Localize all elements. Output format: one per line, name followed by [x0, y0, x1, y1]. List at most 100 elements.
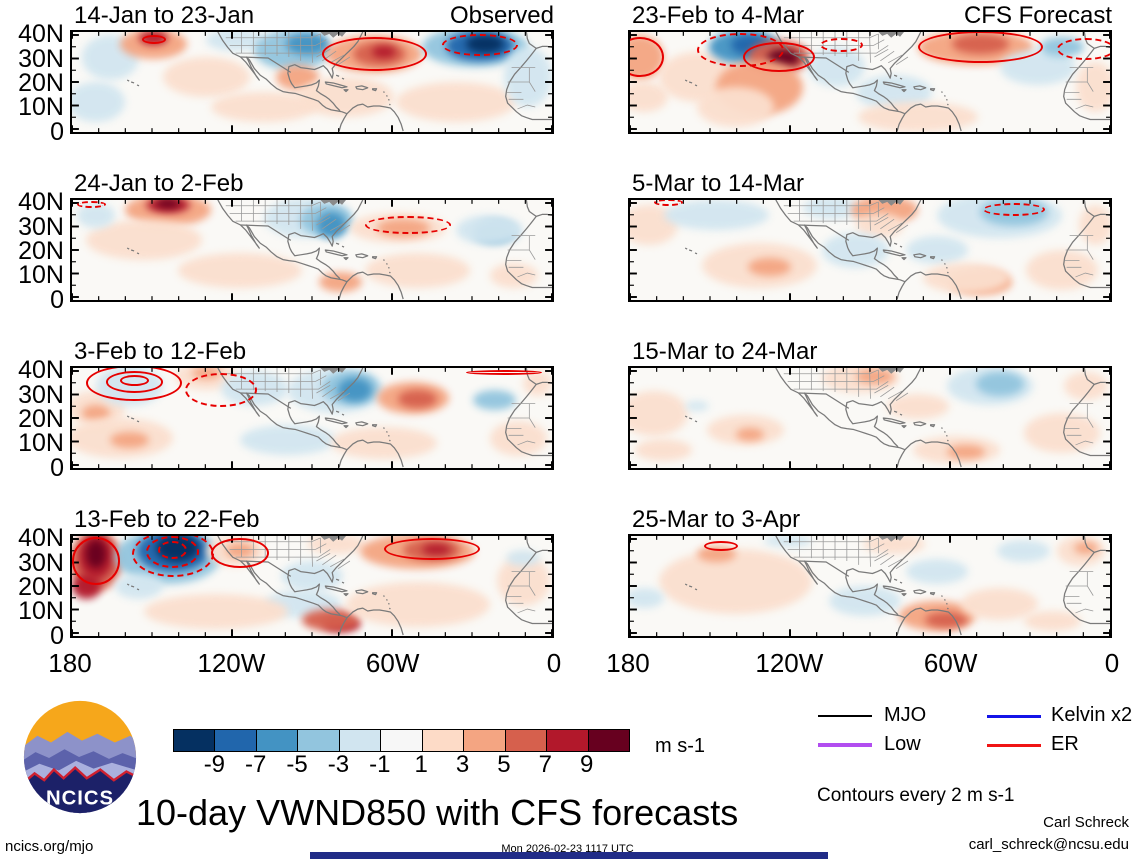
lat-label: 20N	[18, 405, 64, 433]
lat-label: 10N	[18, 597, 64, 626]
er-contour	[72, 537, 120, 585]
anomaly-blob	[285, 33, 329, 55]
map-panel-2	[70, 198, 554, 302]
er-contour	[141, 34, 166, 44]
panel-title: 23-Feb to 4-Mar	[632, 2, 805, 29]
map-panel-fill	[72, 368, 552, 468]
lat-label: 10N	[18, 429, 64, 458]
er-contour	[465, 369, 543, 375]
bottom-bar	[310, 852, 828, 859]
lat-label: 40N	[18, 356, 64, 385]
map-panel-fill	[630, 536, 1110, 636]
anomaly-blob	[163, 57, 250, 97]
colorbar-cell	[174, 730, 215, 751]
map-coastlines	[630, 200, 1110, 300]
lat-label: 40N	[18, 188, 64, 217]
er-contour	[105, 371, 164, 393]
map-panel-4	[70, 534, 554, 638]
lat-label: 30N	[18, 44, 64, 73]
anomaly-blob	[634, 439, 693, 461]
map-panel-6	[628, 198, 1112, 302]
map-panel-3	[70, 366, 554, 470]
anomaly-blob	[156, 200, 180, 208]
anomaly-blob	[338, 378, 372, 402]
anomaly-blob	[658, 548, 813, 614]
er-contour	[697, 33, 784, 67]
map-panel-fill	[72, 32, 552, 132]
er-contour	[384, 538, 480, 560]
colorbar-tick-label: -7	[245, 751, 267, 778]
colorbar-tick-label: -1	[369, 751, 391, 778]
panel-title: 25-Mar to 3-Apr	[632, 506, 801, 533]
colorbar-cell	[463, 730, 505, 751]
anomaly-blob	[302, 609, 360, 631]
colorbar-cell	[504, 730, 547, 751]
lat-label: 0	[50, 285, 64, 314]
lat-label: 40N	[18, 524, 64, 553]
map-coastlines	[72, 200, 552, 300]
colorbar-tick-label: -5	[286, 751, 308, 778]
anomaly-blob	[697, 87, 774, 127]
lon-label: 0	[546, 648, 562, 678]
colorbar-tick-label: 7	[538, 751, 552, 778]
lon-label: 60W	[923, 648, 978, 678]
map-panel-fill	[72, 536, 552, 636]
lat-label: 10N	[18, 93, 64, 122]
legend-line-mjo	[818, 715, 872, 717]
anomaly-blob	[906, 558, 969, 584]
er-contour	[704, 541, 738, 551]
legend-line-low	[818, 743, 872, 747]
map-panel-1	[70, 30, 554, 134]
map-panel-5	[628, 30, 1112, 134]
lon-label: 180	[48, 648, 92, 678]
colorbar-cell	[546, 730, 588, 751]
map-panel-7	[628, 366, 1112, 470]
colorbar-tick-label: -3	[327, 751, 350, 778]
anomaly-blob	[975, 372, 1024, 396]
lat-label: 20N	[18, 573, 64, 601]
anomaly-blob	[685, 401, 710, 411]
colorbar-cell	[214, 730, 256, 751]
er-contour	[76, 200, 106, 208]
anomaly-blob	[1078, 205, 1110, 245]
colorbar-cell	[587, 730, 629, 751]
lat-label: 30N	[18, 548, 64, 577]
lat-label: 0	[50, 621, 64, 650]
anomaly-blob	[398, 390, 437, 408]
er-contour	[120, 374, 149, 386]
colorbar-cell	[380, 730, 422, 751]
panel-title: 5-Mar to 14-Mar	[632, 170, 805, 197]
panel-title: 24-Jan to 2-Feb	[74, 170, 244, 197]
anomaly-blob	[307, 536, 365, 554]
anomaly-blob	[110, 432, 149, 448]
panel-title: 15-Mar to 24-Mar	[632, 338, 818, 365]
anomaly-blob	[86, 220, 202, 260]
colorbar	[173, 729, 630, 752]
anomaly-blob	[630, 588, 664, 608]
colorbar-units: m s-1	[655, 735, 705, 757]
lat-label: 10N	[18, 261, 64, 290]
er-contour	[630, 37, 664, 77]
anomaly-blob	[396, 82, 516, 122]
colorbar-tick-label: 5	[497, 751, 511, 778]
lat-label: 30N	[18, 380, 64, 409]
anomaly-blob	[1076, 62, 1110, 112]
er-contour	[982, 202, 1046, 216]
logo-text: NCICS	[46, 787, 114, 809]
lat-label: 0	[50, 453, 64, 482]
contour-note: Contours every 2 m s-1	[817, 785, 1015, 806]
colorbar-cell	[297, 730, 339, 751]
anomaly-blob	[506, 550, 540, 566]
anomaly-blob	[663, 200, 770, 230]
colorbar-tick-label: 3	[455, 751, 470, 778]
logo-ridge-front	[23, 767, 137, 814]
map-panel-fill	[72, 200, 552, 300]
lat-label: 20N	[18, 237, 64, 265]
site-url: ncics.org/mjo	[5, 838, 94, 855]
lat-label: 0	[50, 117, 64, 146]
er-contour	[654, 200, 683, 206]
map-coastlines	[630, 536, 1110, 636]
anomaly-blob	[472, 390, 516, 410]
legend-line-kelvin-x2	[987, 714, 1041, 718]
er-contour	[441, 34, 519, 56]
